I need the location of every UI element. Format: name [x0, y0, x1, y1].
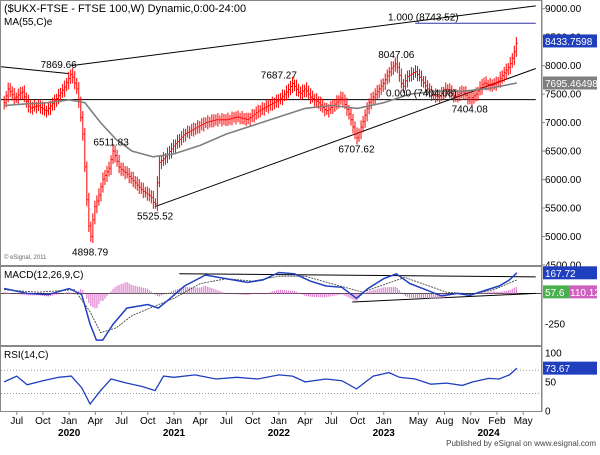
ma-last-badge-bg	[543, 76, 597, 90]
time-axis-label: Jul	[325, 416, 338, 427]
rsi-panel-frame	[0, 346, 542, 412]
macd-line	[3, 271, 518, 341]
macd-axis-label: -250	[545, 320, 565, 331]
year-axis-label: 2024	[477, 428, 500, 439]
time-axis-label: Jan	[271, 416, 287, 427]
time-axis-label: Feb	[488, 416, 506, 427]
ma-legend: MA(55,C)e	[4, 17, 53, 28]
channel-lower-line	[154, 68, 536, 208]
time-axis-label: Oct	[140, 416, 156, 427]
price-last-badge: 8433.7598	[545, 37, 593, 48]
ma-last-badge: 7695.46498	[545, 79, 598, 90]
price-annotation: 7687.27	[261, 70, 298, 81]
fib-level-label: 0.000 (7404.08)	[386, 89, 457, 100]
price-annotation: 7404.08	[452, 105, 489, 116]
year-axis-label: 2023	[373, 428, 396, 439]
rsi-last-badge-bg	[543, 361, 597, 375]
series-layer	[3, 36, 518, 406]
channel-upper-line	[71, 5, 536, 67]
rsi-axis-label: 100	[545, 348, 562, 359]
time-axis-label: Oct	[35, 416, 51, 427]
macd-signal-line	[4, 275, 518, 334]
time-axis-label: Apr	[88, 416, 104, 427]
rsi-axis-label: 0	[545, 407, 551, 418]
time-axis-label: Aug	[436, 416, 454, 427]
price-annotation: 8047.06	[378, 50, 415, 61]
price-annotation: 5525.52	[137, 212, 174, 223]
price-axis-label: 7000.00	[545, 118, 582, 129]
time-axis-label: Nov	[462, 416, 480, 427]
price-last-badge-bg	[543, 34, 597, 48]
price-annotation: 7869.66	[41, 60, 78, 71]
fib-level-label: 1.000 (8743.52)	[388, 12, 459, 23]
rsi-line	[3, 367, 518, 406]
time-axis-label: Jul	[220, 416, 233, 427]
time-axis-label: May	[409, 416, 428, 427]
time-axis-label: Jul	[10, 416, 23, 427]
esignal-watermark: © eSignal, 2011	[4, 254, 47, 261]
year-axis-label: 2022	[268, 428, 291, 439]
price-axis-label: 9000.00	[545, 4, 582, 15]
price-annotation: 4898.79	[72, 247, 109, 258]
price-axis-label: 5000.00	[545, 232, 582, 243]
price-axis-label: 8000.00	[545, 61, 582, 72]
time-axis-label: Jul	[115, 416, 128, 427]
year-axis-label: 2020	[58, 428, 81, 439]
time-axis-label: Jan	[376, 416, 392, 427]
macd-legend: MACD(12,26,9,C)	[4, 270, 83, 281]
macd-last-badge: 167.72	[545, 269, 576, 280]
price-axis-label: 4500.00	[545, 261, 582, 272]
labels-layer: 4500.00 5000.00 5500.00 6000.00 6500.00 7000.…	[10, 4, 600, 439]
macd-last-badge-bg	[543, 266, 597, 280]
time-axis-label: Oct	[350, 416, 366, 427]
time-axis-label: Oct	[245, 416, 261, 427]
macd-signal-badge-bg	[569, 285, 597, 299]
macd-trendline	[179, 273, 536, 278]
time-axis-label: Jan	[166, 416, 182, 427]
price-annotation: 6707.62	[338, 144, 375, 155]
time-axis-label: Jan	[61, 416, 77, 427]
price-annotation: 6511.83	[93, 137, 129, 148]
time-axis-label: Apr	[297, 416, 313, 427]
price-axis-label: 6000.00	[545, 175, 582, 186]
time-axis-label: May	[514, 416, 533, 427]
publisher-footer: Published by eSignal on www.esignal.com	[446, 439, 596, 448]
chart-title: ($UKX-FTSE - FTSE 100,W) Dynamic,0:00-24…	[4, 3, 246, 15]
year-axis-label: 2021	[163, 428, 186, 439]
trendline-2019	[0, 66, 70, 75]
macd-hist-badge: 57.6	[545, 288, 565, 299]
price-axis-label: 6500.00	[545, 147, 582, 158]
macd-hist-badge-bg	[543, 285, 569, 299]
rsi-axis-label: 50	[545, 377, 557, 388]
macd-signal-badge: 110.12	[570, 288, 600, 299]
rsi-legend: RSI(14,C)	[4, 350, 48, 361]
price-axis-label: 5500.00	[545, 204, 582, 215]
time-axis-label: Apr	[192, 416, 208, 427]
price-axis-label: 7500.00	[545, 90, 582, 101]
rsi-last-badge: 73.67	[545, 364, 570, 375]
ma-55-line	[4, 82, 518, 158]
